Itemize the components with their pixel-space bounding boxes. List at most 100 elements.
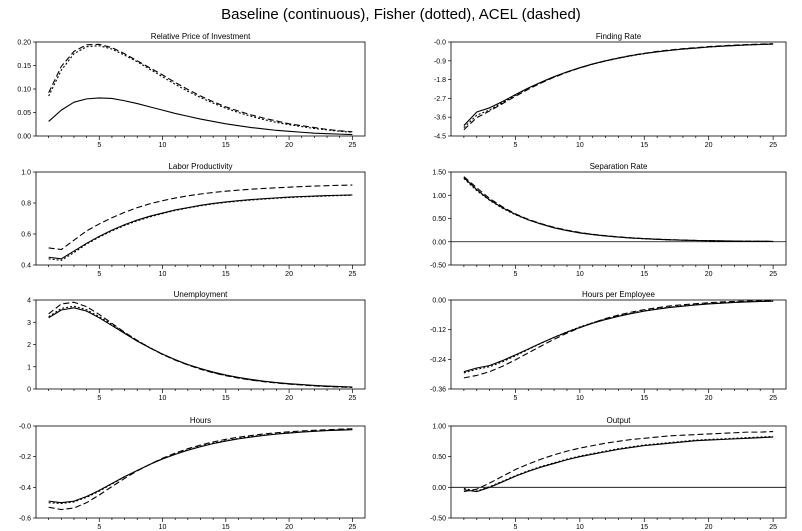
y-tick-label: 0.4 [21, 263, 31, 270]
panel-3: Labor Productivity 5 10 15 20 25 1.0 0.8 0.6 0.4 [21, 162, 366, 278]
x-tick-label: 10 [576, 142, 584, 149]
y-tick-label: -0.36 [430, 387, 446, 394]
y-tick-label: 0.50 [432, 216, 446, 223]
x-tick-label: 5 [97, 271, 101, 278]
x-tick-label: 5 [513, 142, 517, 149]
y-tick-label: 2 [27, 342, 31, 349]
x-tick-label: 15 [222, 142, 230, 149]
x-tick-label: 5 [97, 524, 101, 531]
series-dashed [463, 43, 774, 131]
panel-title: Output [606, 416, 631, 425]
x-tick-label: 20 [285, 395, 293, 402]
y-tick-label: -0.24 [430, 357, 446, 364]
series-solid [48, 194, 353, 260]
x-tick-label: 15 [640, 271, 648, 278]
series-dotted [48, 305, 353, 388]
panel-title: Labor Productivity [168, 162, 232, 171]
x-tick-label: 15 [222, 524, 230, 531]
y-tick-label: 1 [27, 364, 31, 371]
x-tick-label: 5 [513, 271, 517, 278]
x-tick-label: 5 [97, 395, 101, 402]
y-tick-label: -4.5 [434, 134, 446, 141]
x-tick-label: 10 [159, 271, 167, 278]
y-tick-label: 4 [27, 298, 31, 305]
y-tick-label: 1.00 [432, 424, 446, 431]
y-tick-label: 1.00 [432, 193, 446, 200]
x-tick-label: 15 [640, 395, 648, 402]
plot-frame [35, 41, 366, 137]
y-tick-label: -2.7 [434, 96, 446, 103]
y-tick-label: 0.00 [432, 298, 446, 305]
y-tick-label: 0.05 [17, 110, 31, 117]
y-tick-label: -0.12 [430, 327, 446, 334]
x-tick-label: 5 [513, 524, 517, 531]
y-tick-label: -1.8 [434, 77, 446, 84]
y-tick-label: 0.00 [432, 485, 446, 492]
plot-frame [450, 171, 787, 266]
y-tick-label: -0.9 [434, 58, 446, 65]
panel-4: Separation Rate 5 10 15 20 25 1.50 1.00 0.50 0.00… [430, 162, 787, 278]
panel-title: Hours per Employee [582, 290, 655, 299]
y-tick-label: 0.50 [432, 454, 446, 461]
x-tick-label: 25 [348, 271, 356, 278]
y-tick-label: 0 [27, 387, 31, 394]
x-tick-label: 20 [705, 395, 713, 402]
series-dashed [463, 299, 774, 379]
x-tick-label: 10 [576, 524, 584, 531]
panel-title: Separation Rate [590, 162, 648, 171]
plot-frame [35, 425, 366, 519]
plot-frame [35, 299, 366, 390]
y-tick-label: -3.6 [434, 115, 446, 122]
x-tick-label: 20 [285, 271, 293, 278]
y-tick-label: 1.50 [432, 170, 446, 177]
plot-frame [450, 41, 787, 137]
series-dotted [48, 428, 353, 504]
x-tick-label: 25 [769, 142, 777, 149]
figure-title: Baseline (continuous), Fisher (dotted), … [221, 6, 581, 23]
series-dashed [48, 301, 353, 388]
y-tick-label: -0.50 [430, 516, 446, 523]
series-solid [48, 97, 353, 136]
panel-title: Finding Rate [596, 32, 642, 41]
panel-6: Hours per Employee 5 10 15 20 25 0.00 -0.12 -0.2… [430, 290, 787, 402]
x-tick-label: 10 [159, 142, 167, 149]
x-tick-label: 20 [705, 524, 713, 531]
series-dotted [463, 300, 774, 374]
x-tick-label: 10 [576, 395, 584, 402]
x-tick-label: 10 [576, 271, 584, 278]
series-dotted [463, 43, 774, 129]
series-dashed [48, 43, 353, 133]
y-tick-label: -0.2 [19, 454, 31, 461]
series-solid [463, 43, 774, 126]
x-tick-label: 15 [222, 271, 230, 278]
panel-title: Unemployment [174, 290, 229, 299]
x-tick-label: 15 [640, 524, 648, 531]
x-tick-label: 20 [285, 142, 293, 149]
series-dashed [48, 184, 353, 251]
y-tick-label: 0.00 [432, 239, 446, 246]
y-tick-label: 0.6 [21, 232, 31, 239]
y-tick-label: 3 [27, 320, 31, 327]
panel-1: Relative Price of Investment 5 10 15 20 25 0.2… [17, 32, 366, 149]
series-solid [48, 307, 353, 388]
x-tick-label: 25 [769, 395, 777, 402]
x-tick-label: 25 [348, 142, 356, 149]
y-tick-label: -0.0 [434, 40, 446, 47]
x-tick-label: 15 [640, 142, 648, 149]
y-tick-label: -0.0 [19, 424, 31, 431]
series-dotted [48, 194, 353, 261]
panel-title: Hours [190, 416, 211, 425]
y-tick-label: -0.50 [430, 263, 446, 270]
y-tick-label: 1.0 [21, 170, 31, 177]
series-dashed [48, 428, 353, 511]
y-tick-label: -0.4 [19, 485, 31, 492]
series-solid [463, 436, 774, 493]
x-tick-label: 10 [159, 395, 167, 402]
x-tick-label: 5 [513, 395, 517, 402]
x-tick-label: 15 [222, 395, 230, 402]
series-dotted [463, 178, 774, 242]
plot-frame [450, 425, 787, 519]
y-tick-label: 0.8 [21, 201, 31, 208]
